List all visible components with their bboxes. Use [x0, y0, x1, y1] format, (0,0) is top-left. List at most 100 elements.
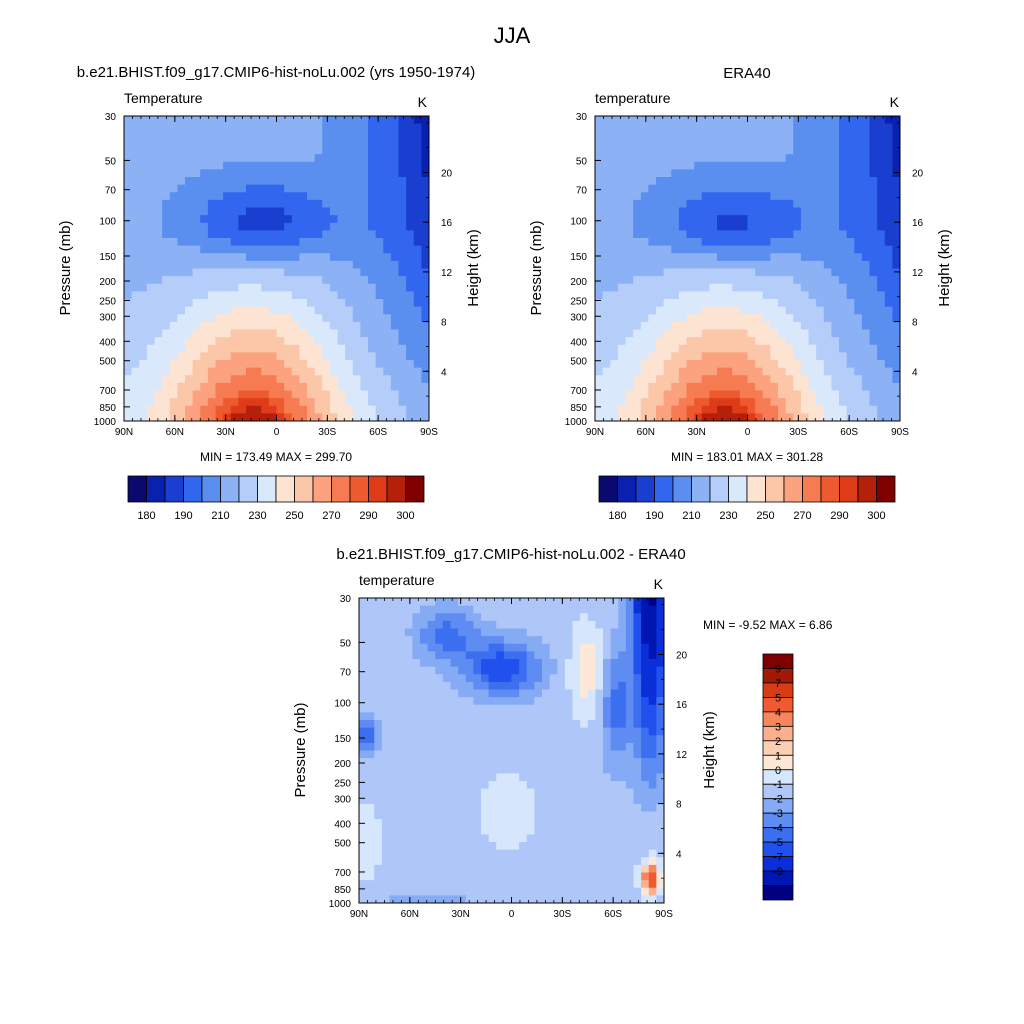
- contour-cell: [724, 215, 733, 224]
- contour-cell: [420, 842, 429, 851]
- contour-cell: [322, 131, 331, 140]
- contour-cell: [345, 245, 354, 254]
- contour-cell: [785, 222, 794, 231]
- contour-cell: [816, 299, 825, 308]
- contour-cell: [602, 146, 611, 155]
- contour-cell: [800, 375, 809, 384]
- contour-cell: [435, 681, 444, 690]
- contour-cell: [595, 138, 604, 147]
- contour-cell: [603, 689, 612, 698]
- contour-cell: [839, 268, 848, 277]
- contour-cell: [412, 620, 421, 629]
- contour-cell: [884, 215, 893, 224]
- contour-cell: [162, 207, 171, 216]
- contour-cell: [602, 169, 611, 178]
- contour-cell: [572, 704, 581, 713]
- contour-cell: [215, 306, 224, 315]
- contour-cell: [360, 329, 369, 338]
- contour-cell: [610, 314, 619, 323]
- contour-cell: [648, 375, 657, 384]
- contour-cell: [625, 291, 634, 300]
- contour-cell: [200, 390, 209, 399]
- contour-cell: [276, 169, 285, 178]
- contour-cell: [542, 620, 551, 629]
- contour-cell: [146, 360, 155, 369]
- contour-cell: [337, 337, 346, 346]
- contour-cell: [185, 230, 194, 239]
- contour-cell: [299, 161, 308, 170]
- contour-cell: [246, 276, 255, 285]
- contour-cell: [671, 238, 680, 247]
- contour-cell: [633, 382, 642, 391]
- contour-cell: [322, 276, 331, 285]
- contour-cell: [747, 131, 756, 140]
- contour-cell: [686, 230, 695, 239]
- contour-cell: [154, 291, 163, 300]
- contour-cell: [146, 138, 155, 147]
- contour-cell: [709, 161, 718, 170]
- contour-cell: [276, 352, 285, 361]
- contour-cell: [854, 299, 863, 308]
- contour-cell: [678, 398, 687, 407]
- contour-cell: [261, 390, 270, 399]
- contour-cell: [793, 398, 802, 407]
- contour-cell: [200, 169, 209, 178]
- contour-cell: [314, 398, 323, 407]
- contour-cell: [869, 352, 878, 361]
- contour-cell: [747, 390, 756, 399]
- contour-cell: [406, 245, 415, 254]
- contour-cell: [215, 230, 224, 239]
- contour-cell: [701, 314, 710, 323]
- contour-cell: [276, 123, 285, 132]
- contour-cell: [618, 811, 627, 820]
- contour-cell: [223, 138, 232, 147]
- contour-cell: [314, 184, 323, 193]
- contour-cell: [276, 116, 285, 125]
- contour-cell: [223, 398, 232, 407]
- contour-cell: [246, 245, 255, 254]
- contour-cell: [648, 199, 657, 208]
- contour-cell: [557, 720, 566, 729]
- contour-cell: [413, 413, 422, 422]
- contour-cell: [610, 674, 619, 683]
- contour-cell: [694, 299, 703, 308]
- contour-cell: [808, 306, 817, 315]
- contour-cell: [686, 344, 695, 353]
- contour-cell: [420, 681, 429, 690]
- contour-cell: [800, 199, 809, 208]
- contour-cell: [854, 314, 863, 323]
- contour-cell: [793, 154, 802, 163]
- contour-cell: [663, 215, 672, 224]
- contour-cell: [450, 727, 459, 736]
- contour-cell: [458, 842, 467, 851]
- contour-cell: [261, 230, 270, 239]
- contour-cell: [846, 146, 855, 155]
- contour-cell: [709, 352, 718, 361]
- contour-cell: [892, 360, 901, 369]
- contour-cell: [397, 636, 406, 645]
- contour-cell: [124, 405, 133, 414]
- contour-cell: [587, 819, 596, 828]
- y-tick-label: 300: [99, 312, 116, 323]
- contour-cell: [640, 199, 649, 208]
- contour-cell: [580, 613, 589, 622]
- contour-cell: [481, 834, 490, 843]
- contour-cell: [678, 154, 687, 163]
- contour-cell: [724, 192, 733, 201]
- contour-cell: [617, 169, 626, 178]
- contour-cell: [610, 360, 619, 369]
- contour-cell: [322, 253, 331, 262]
- contour-cell: [375, 291, 384, 300]
- contour-cell: [648, 659, 657, 668]
- contour-cell: [663, 398, 672, 407]
- contour-cell: [314, 306, 323, 315]
- contour-cell: [595, 651, 604, 660]
- contour-cell: [610, 215, 619, 224]
- contour-cell: [633, 192, 642, 201]
- contour-cell: [329, 398, 338, 407]
- contour-cell: [717, 192, 726, 201]
- colorbar-label: 250: [756, 510, 774, 522]
- contour-cell: [450, 712, 459, 721]
- contour-cell: [602, 329, 611, 338]
- contour-cell: [427, 864, 436, 873]
